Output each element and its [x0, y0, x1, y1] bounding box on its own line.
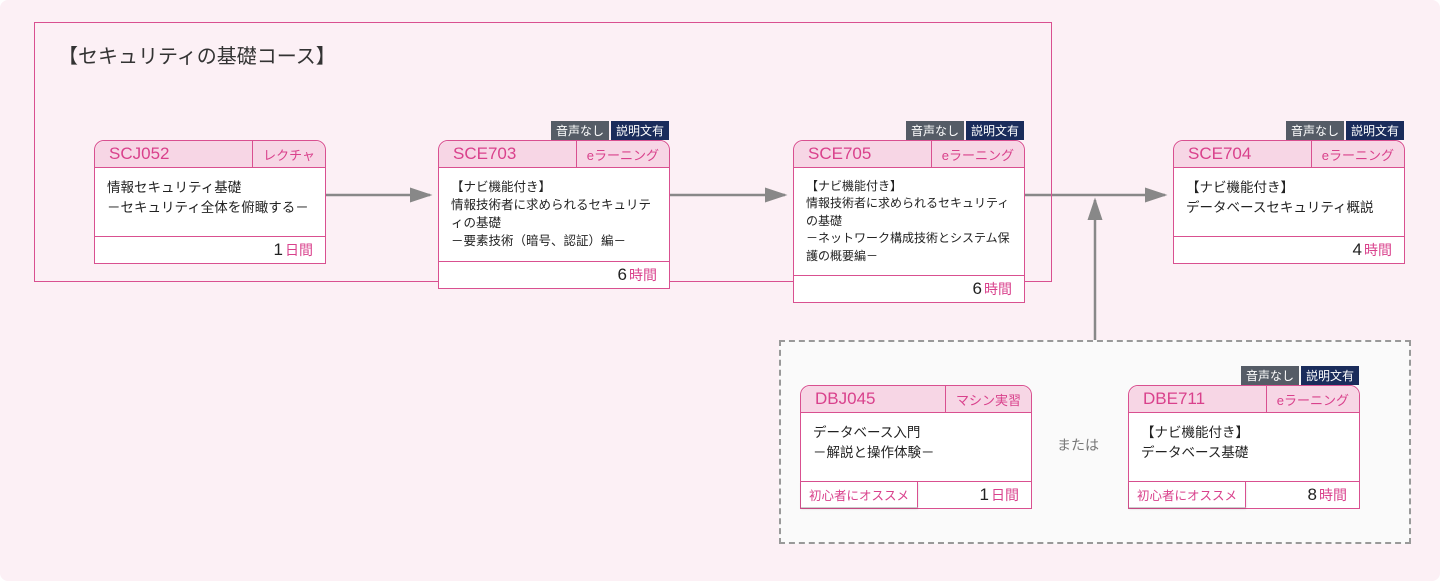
duration-number: 6: [973, 276, 984, 302]
beginner-badge: 初心者にオススメ: [801, 482, 918, 508]
duration-number: 8: [1308, 482, 1319, 508]
course-code: DBE711: [1129, 389, 1266, 409]
duration-unit: 時間: [1364, 237, 1404, 263]
course-code: DBJ045: [801, 389, 945, 409]
course-title-line: 情報技術者に求められるセキュリティの基礎: [451, 196, 657, 232]
course-card-dbj045[interactable]: DBJ045 マシン実習 データベース入門 －解説と操作体験－ 初心者にオススメ…: [800, 385, 1032, 509]
duration-unit: 日間: [285, 237, 325, 263]
course-card-scj052[interactable]: SCJ052 レクチャ 情報セキュリティ基礎 －セキュリティ全体を俯瞰する－ 1…: [94, 140, 326, 264]
course-code: SCE703: [439, 144, 576, 164]
card-tags: 音声なし 説明文有: [1241, 366, 1359, 385]
card-tags: 音声なし 説明文有: [906, 121, 1024, 140]
course-code: SCE705: [794, 144, 931, 164]
tag-desc: 説明文有: [1301, 366, 1359, 385]
tag-audio: 音声なし: [1286, 121, 1344, 140]
course-title-line: －セキュリティ全体を俯瞰する－: [107, 198, 313, 218]
duration-number: 4: [1353, 237, 1364, 263]
course-card-sce705[interactable]: 音声なし 説明文有 SCE705 eラーニング 【ナビ機能付き】 情報技術者に求…: [793, 140, 1025, 303]
course-map-canvas: 【セキュリティの基礎コース】 SCJ052 レクチャ 情報セキュリティ基礎 －セ…: [0, 0, 1440, 581]
card-tags: 音声なし 説明文有: [1286, 121, 1404, 140]
course-card-sce704[interactable]: 音声なし 説明文有 SCE704 eラーニング 【ナビ機能付き】 データベースセ…: [1173, 140, 1405, 264]
duration-unit: 時間: [629, 262, 669, 288]
tag-desc: 説明文有: [611, 121, 669, 140]
tag-audio: 音声なし: [906, 121, 964, 140]
course-title-line: －要素技術（暗号、認証）編－: [451, 232, 657, 250]
duration-unit: 時間: [1319, 482, 1359, 508]
course-title-line: データベースセキュリティ概説: [1186, 198, 1392, 218]
course-card-dbe711[interactable]: 音声なし 説明文有 DBE711 eラーニング 【ナビ機能付き】 データベース基…: [1128, 385, 1360, 509]
course-code: SCE704: [1174, 144, 1311, 164]
course-title-line: 【ナビ機能付き】: [451, 178, 657, 196]
course-card-sce703[interactable]: 音声なし 説明文有 SCE703 eラーニング 【ナビ機能付き】 情報技術者に求…: [438, 140, 670, 289]
course-title-line: －解説と操作体験－: [813, 443, 1019, 463]
card-tags: 音声なし 説明文有: [551, 121, 669, 140]
course-code: SCJ052: [95, 144, 252, 164]
duration-number: 1: [980, 482, 991, 508]
beginner-badge: 初心者にオススメ: [1129, 482, 1246, 508]
course-title-line: 【ナビ機能付き】: [1141, 423, 1347, 443]
duration-number: 6: [618, 262, 629, 288]
duration-unit: 時間: [984, 276, 1024, 302]
course-title-line: 情報セキュリティ基礎: [107, 178, 313, 198]
tag-audio: 音声なし: [1241, 366, 1299, 385]
course-type: eラーニング: [931, 141, 1024, 167]
course-frame-title: 【セキュリティの基礎コース】: [58, 40, 336, 69]
course-title-line: －ネットワーク構成技術とシステム保護の概要編－: [806, 230, 1012, 265]
course-title-line: データベース入門: [813, 423, 1019, 443]
course-title-line: データベース基礎: [1141, 443, 1347, 463]
course-type: eラーニング: [576, 141, 669, 167]
tag-audio: 音声なし: [551, 121, 609, 140]
course-type: レクチャ: [252, 141, 325, 167]
course-type: マシン実習: [945, 386, 1031, 412]
course-title-line: 【ナビ機能付き】: [1186, 178, 1392, 198]
tag-desc: 説明文有: [966, 121, 1024, 140]
course-title-line: 情報技術者に求められるセキュリティの基礎: [806, 195, 1012, 230]
course-type: eラーニング: [1266, 386, 1359, 412]
duration-number: 1: [274, 237, 285, 263]
or-label: または: [1057, 435, 1099, 455]
tag-desc: 説明文有: [1346, 121, 1404, 140]
course-type: eラーニング: [1311, 141, 1404, 167]
course-title-line: 【ナビ機能付き】: [806, 178, 1012, 195]
duration-unit: 日間: [991, 482, 1031, 508]
